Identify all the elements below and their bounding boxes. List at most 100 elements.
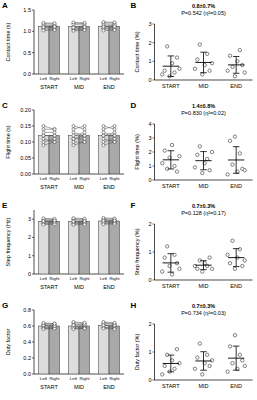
point — [161, 162, 164, 165]
point — [201, 171, 204, 174]
point — [228, 139, 231, 142]
point — [53, 134, 56, 137]
bar — [99, 221, 109, 274]
error-bar — [200, 352, 207, 370]
x-tick-label: Right — [110, 176, 121, 181]
error-bar — [233, 147, 240, 174]
point — [178, 155, 181, 158]
y-tick — [32, 342, 34, 343]
point — [113, 21, 116, 24]
point — [83, 134, 86, 137]
y-tick-label: 2 — [148, 149, 151, 155]
y-tick — [32, 142, 34, 143]
point — [233, 75, 236, 78]
x-axis — [155, 80, 253, 81]
y-tick — [32, 310, 34, 311]
point — [226, 253, 229, 256]
y-tick-label: 1 — [148, 249, 151, 255]
point — [83, 128, 86, 131]
point — [113, 134, 116, 137]
x-tick-label: END — [230, 83, 242, 89]
marks — [161, 334, 247, 377]
point — [113, 24, 116, 27]
point — [113, 222, 116, 225]
bar — [80, 136, 90, 174]
point — [72, 328, 75, 331]
point — [83, 21, 86, 24]
point — [102, 125, 105, 128]
point — [42, 21, 45, 24]
x-tick-label: Left — [70, 76, 78, 81]
point — [53, 29, 56, 32]
point — [42, 327, 45, 330]
y-tick — [153, 24, 155, 25]
point — [102, 223, 105, 226]
y-tick-label: 0.5 — [23, 50, 31, 56]
error-bar — [168, 151, 175, 169]
point — [228, 54, 231, 57]
point — [102, 134, 105, 137]
point — [243, 71, 246, 74]
bar — [39, 136, 49, 174]
y-tick — [153, 80, 155, 81]
point — [72, 327, 75, 330]
y-tick — [32, 10, 34, 11]
y-tick — [153, 352, 155, 353]
point — [53, 219, 56, 222]
bar — [110, 326, 120, 374]
point — [102, 141, 105, 144]
y-tick — [153, 138, 155, 139]
bar — [50, 26, 60, 74]
y-axis-label: Contact time (s) — [5, 22, 11, 61]
point — [72, 137, 75, 140]
point — [113, 25, 116, 28]
title: 0.7±0.3% — [192, 303, 215, 309]
x-tick-label: MID — [198, 383, 208, 389]
bar — [69, 222, 79, 274]
title: 0.8±0.7% — [192, 3, 215, 9]
error-bar — [233, 249, 240, 267]
bar — [69, 136, 79, 174]
x-tick-label: START — [162, 383, 180, 389]
point — [170, 143, 173, 146]
y-tick-label: 2 — [148, 321, 151, 327]
point — [83, 322, 86, 325]
y-tick-label: 0.2 — [23, 355, 31, 361]
point — [163, 256, 166, 259]
subtitle: P=0.128 (η²=0.17) — [181, 210, 226, 216]
y-axis-label: Flight time (s) — [5, 125, 11, 158]
x-tick-label: Left — [40, 376, 48, 381]
x-tick-label: Right — [80, 76, 91, 81]
point — [243, 169, 246, 172]
point — [102, 216, 105, 219]
point — [83, 125, 86, 128]
point — [83, 327, 86, 330]
group-label: MID — [74, 84, 84, 90]
y-tick — [32, 326, 34, 327]
point — [42, 137, 45, 140]
point — [72, 217, 75, 220]
point — [208, 69, 211, 72]
y-tick — [32, 110, 34, 111]
point — [113, 219, 116, 222]
group-label: END — [103, 84, 115, 90]
point — [163, 149, 166, 152]
y-tick — [32, 31, 34, 32]
y-tick — [153, 180, 155, 181]
y-tick-label: 3 — [148, 135, 151, 141]
point — [72, 131, 75, 134]
point — [72, 134, 75, 137]
point — [42, 219, 45, 222]
point — [42, 134, 45, 137]
bar — [80, 27, 90, 74]
point — [161, 270, 164, 273]
point — [72, 26, 75, 29]
point — [175, 170, 178, 173]
point — [113, 141, 116, 144]
point — [228, 262, 231, 265]
x-tick-label: Right — [110, 276, 121, 281]
point — [42, 141, 45, 144]
y-tick — [32, 237, 34, 238]
point — [113, 141, 116, 144]
bar — [99, 325, 109, 374]
